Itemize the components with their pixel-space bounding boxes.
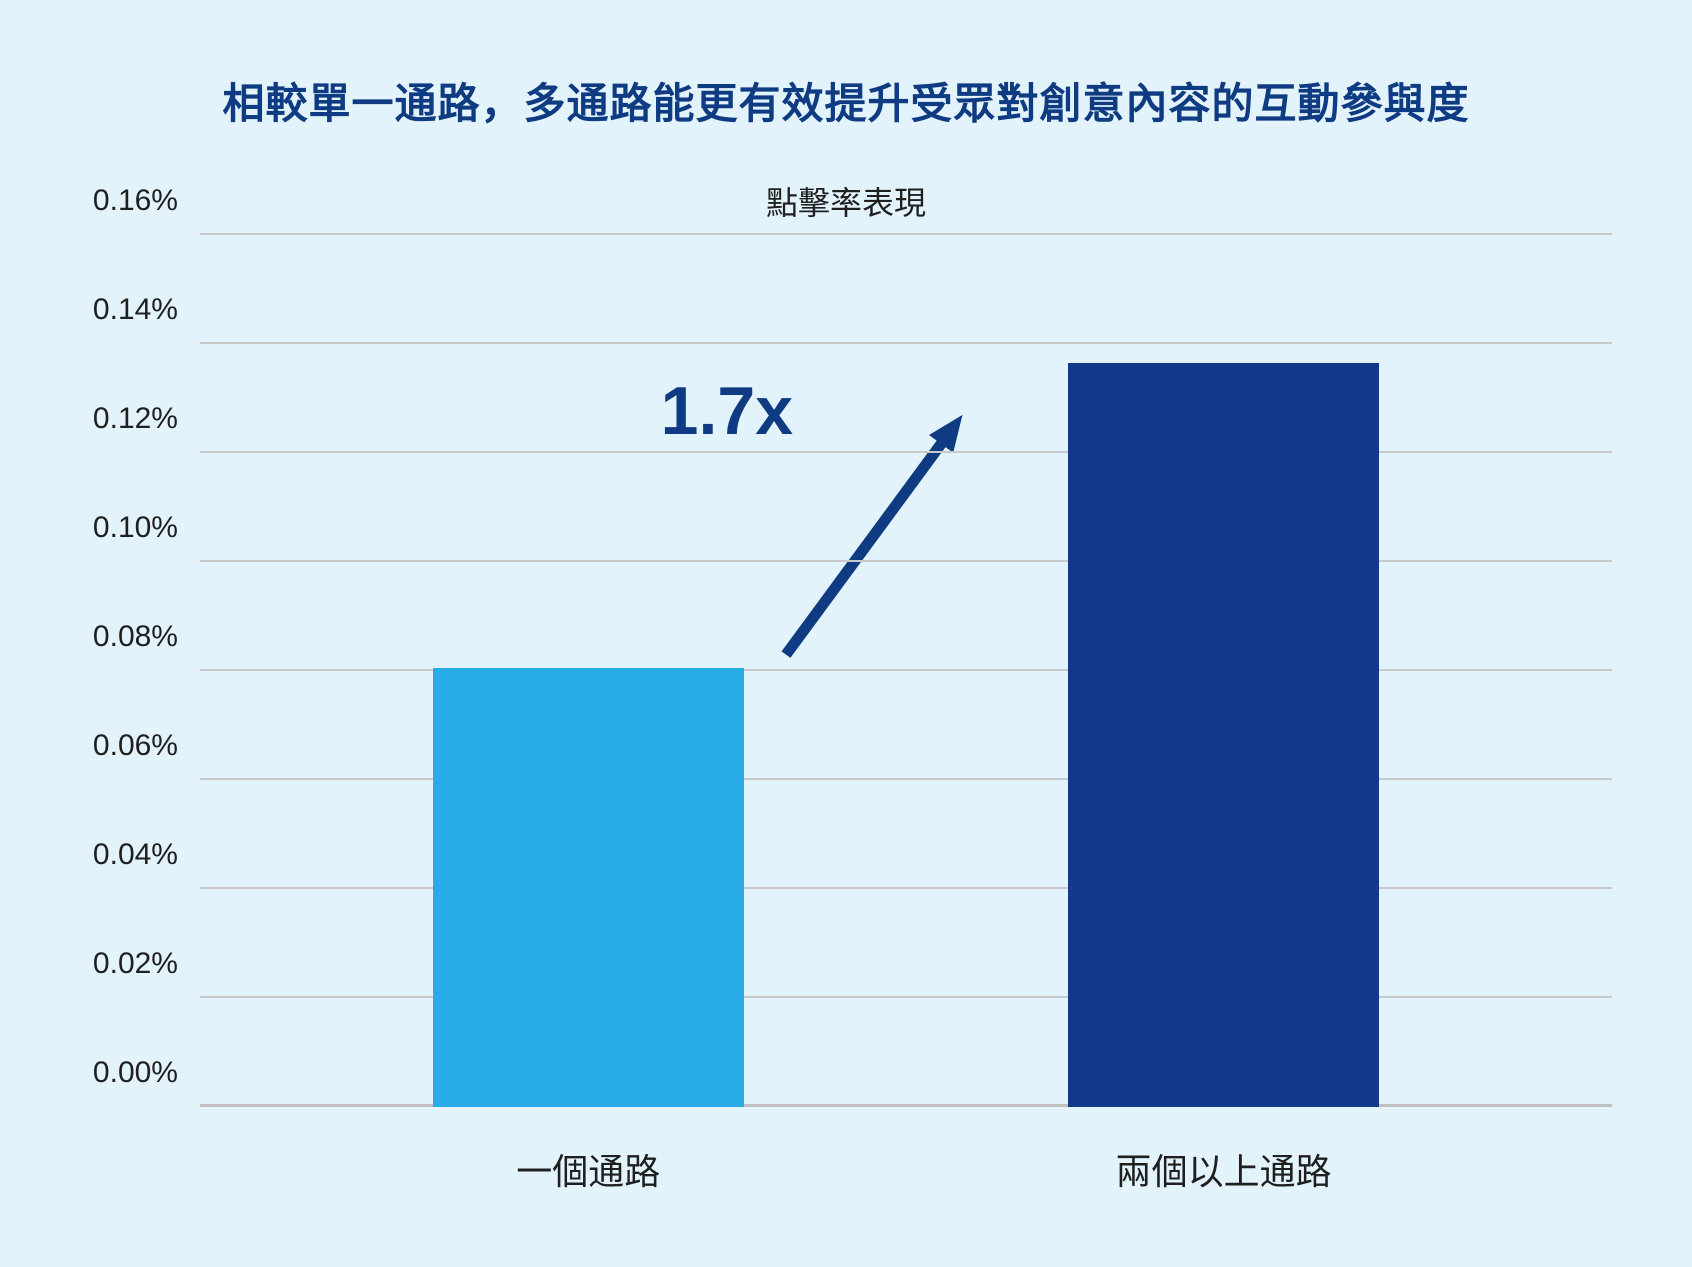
y-tick-label: 0.16% [93, 184, 200, 218]
y-tick-label: 0.06% [93, 729, 200, 763]
grid-line [200, 233, 1612, 235]
grid-line [200, 342, 1612, 344]
grid-line [200, 560, 1612, 562]
y-tick-label: 0.10% [93, 511, 200, 545]
x-tick-label: 兩個以上通路 [1116, 1107, 1332, 1195]
y-tick-label: 0.12% [93, 402, 200, 436]
bar [1068, 363, 1379, 1107]
y-tick-label: 0.08% [93, 620, 200, 654]
grid-line [200, 996, 1612, 998]
y-tick-label: 0.14% [93, 293, 200, 327]
chart-subtitle: 點擊率表現 [0, 178, 1692, 224]
bar [433, 668, 744, 1107]
grid-line [200, 887, 1612, 889]
grid-line [200, 451, 1612, 453]
plot-area: 1.7x 0.00%0.02%0.04%0.06%0.08%0.10%0.12%… [200, 235, 1612, 1107]
x-tick-label: 一個通路 [516, 1107, 660, 1195]
trend-arrow [200, 235, 1612, 1107]
chart-page: 相較單一通路，多通路能更有效提升受眾對創意內容的互動參與度 點擊率表現 1.7x… [0, 0, 1692, 1267]
multiplier-callout: 1.7x [661, 372, 793, 450]
y-tick-label: 0.04% [93, 838, 200, 872]
y-tick-label: 0.02% [93, 947, 200, 981]
grid-line [200, 669, 1612, 671]
chart-title: 相較單一通路，多通路能更有效提升受眾對創意內容的互動參與度 [0, 70, 1692, 131]
grid-line [200, 778, 1612, 780]
y-tick-label: 0.00% [93, 1056, 200, 1090]
